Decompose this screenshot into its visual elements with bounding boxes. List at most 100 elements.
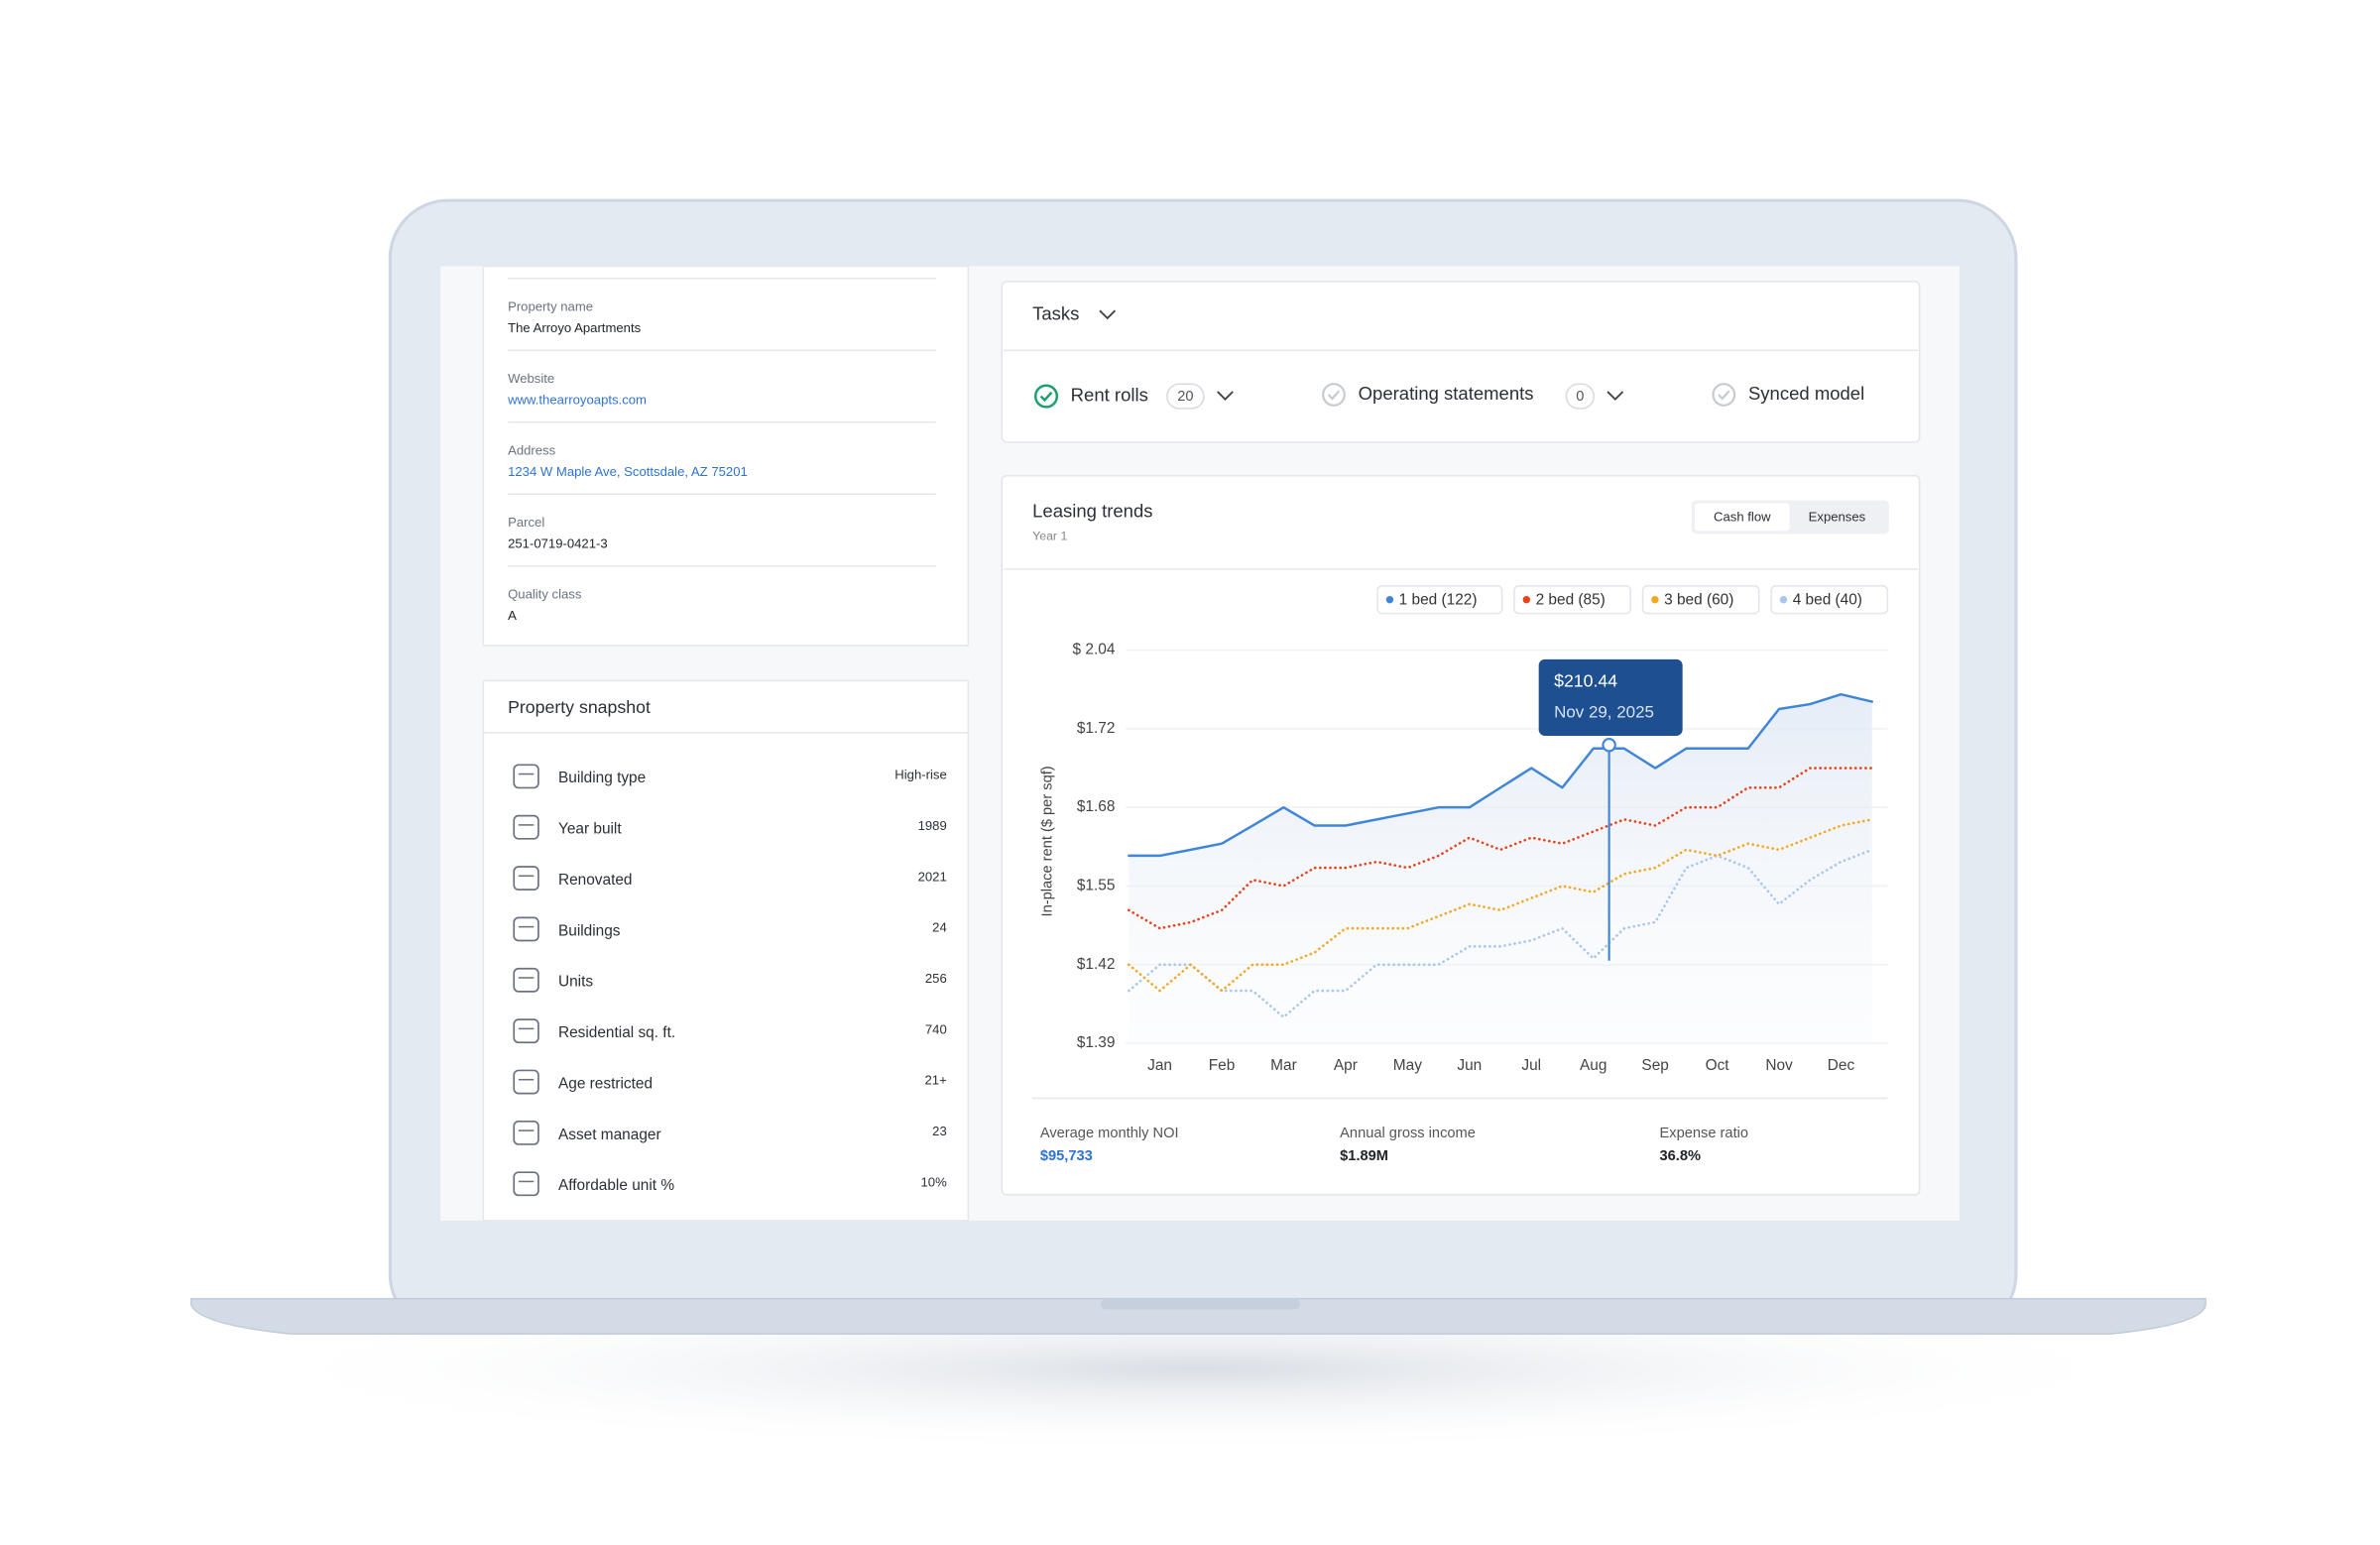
- x-tick-label: Jan: [1147, 1057, 1172, 1074]
- row-label: Residential sq. ft.: [558, 1024, 675, 1041]
- series-line: [1127, 818, 1874, 993]
- task-label[interactable]: Rent rolls: [1071, 384, 1148, 405]
- check-done: [1033, 384, 1059, 409]
- badge: [1166, 383, 1205, 410]
- legend-label[interactable]: 2 bed (85): [1536, 592, 1606, 609]
- series-line: [1128, 692, 1873, 858]
- task-count: 20: [1177, 389, 1193, 405]
- row-value: 21+: [925, 1073, 948, 1088]
- chevron[interactable]: [1217, 391, 1234, 401]
- laptop-base: [190, 1297, 2206, 1335]
- row-label: Asset manager: [558, 1127, 661, 1143]
- check-mark: [1718, 390, 1730, 401]
- legend-chip[interactable]: [1641, 585, 1760, 615]
- tab-selected[interactable]: [1694, 503, 1790, 532]
- y-tick-label: $1.72: [1077, 720, 1116, 737]
- row-label: Buildings: [558, 922, 621, 939]
- row-icon: [513, 1120, 539, 1145]
- check-pending: [1322, 383, 1346, 407]
- check-mark: [1327, 390, 1341, 401]
- field-label: Website: [508, 371, 554, 386]
- x-tick-label: Sep: [1641, 1057, 1668, 1074]
- legend-chip[interactable]: [1770, 585, 1889, 615]
- field-value[interactable]: www.thearroyoapts.com: [507, 393, 647, 408]
- row-icon: [513, 1069, 539, 1095]
- row-value: 2021: [918, 869, 947, 884]
- legend-chip[interactable]: [1376, 585, 1503, 615]
- field-label: Property name: [508, 299, 593, 314]
- task-count: 0: [1576, 389, 1584, 405]
- row-label: Affordable unit %: [558, 1177, 674, 1194]
- x-tick-label: Aug: [1580, 1057, 1606, 1074]
- stat-value: 36.8%: [1660, 1148, 1702, 1164]
- y-tick-label: $1.42: [1077, 956, 1116, 973]
- row-label: Age restricted: [558, 1075, 653, 1092]
- card-subtitle: Year 1: [1032, 530, 1067, 543]
- row-icon: [513, 1018, 539, 1044]
- laptop-notch: [1101, 1298, 1301, 1310]
- x-tick-label: May: [1393, 1057, 1422, 1074]
- stat-label: Average monthly NOI: [1040, 1126, 1179, 1141]
- row-label: Year built: [558, 821, 622, 838]
- x-tick-label: Dec: [1828, 1057, 1855, 1074]
- snapshot-card: [482, 679, 970, 1222]
- x-tick-label: Mar: [1270, 1057, 1297, 1074]
- legend-label[interactable]: 4 bed (40): [1793, 592, 1862, 609]
- legend-label[interactable]: 3 bed (60): [1664, 592, 1733, 609]
- row-value: 256: [925, 971, 947, 986]
- stat-value: $1.89M: [1340, 1148, 1388, 1164]
- row-value: 23: [932, 1124, 947, 1138]
- legend-dot: [1385, 596, 1394, 604]
- row-icon: [513, 814, 539, 840]
- details-card: [482, 265, 970, 647]
- x-tick-label: Nov: [1765, 1057, 1793, 1074]
- series-line: [1127, 767, 1874, 930]
- x-tick-label: Oct: [1706, 1057, 1730, 1074]
- field-label: Parcel: [508, 515, 544, 530]
- legend-label[interactable]: 1 bed (122): [1399, 592, 1478, 609]
- tasks-title[interactable]: Tasks: [1032, 303, 1079, 324]
- card-title: Leasing trends: [1032, 501, 1152, 522]
- field-label: Address: [508, 443, 556, 458]
- tab[interactable]: Cash flow: [1714, 510, 1771, 525]
- area: [1129, 694, 1872, 1044]
- field-value[interactable]: 1234 W Maple Ave, Scottsdale, AZ 75201: [508, 464, 748, 479]
- row-value: 740: [925, 1021, 947, 1036]
- y-tick-label: $ 2.04: [1073, 642, 1116, 658]
- legend-dot: [1779, 596, 1788, 604]
- legend-chip[interactable]: [1513, 585, 1631, 615]
- task-label[interactable]: Synced model: [1748, 383, 1864, 404]
- tooltip-title: $210.44: [1554, 671, 1617, 691]
- y-tick-label: $1.39: [1077, 1034, 1116, 1051]
- left-panel: Property snapshot: [482, 265, 970, 1222]
- task-label[interactable]: Operating statements: [1359, 383, 1534, 404]
- card: [1001, 281, 1921, 443]
- stat-label: Expense ratio: [1660, 1126, 1749, 1141]
- hover-point: [1602, 737, 1616, 753]
- tasks-card: Tasks Rent rolls 20 Operating statements…: [1001, 281, 1921, 443]
- tooltip: [1538, 658, 1683, 736]
- y-axis-label: In-place rent ($ per sqf): [1039, 766, 1055, 916]
- x-tick-label: Jun: [1457, 1057, 1482, 1074]
- tab[interactable]: Expenses: [1809, 510, 1866, 525]
- field-value: 251-0719-0421-3: [508, 536, 608, 551]
- row-label: Building type: [558, 770, 646, 786]
- y-tick-label: $1.68: [1077, 798, 1116, 815]
- field-value: A: [508, 608, 517, 623]
- badge: [1565, 383, 1595, 410]
- row-icon: [513, 764, 539, 789]
- chevron[interactable]: [1606, 391, 1624, 401]
- x-tick-label: Apr: [1334, 1057, 1358, 1074]
- snapshot-title: Property snapshot: [508, 697, 651, 717]
- x-tick-label: Feb: [1209, 1057, 1236, 1074]
- legend-dot: [1522, 596, 1531, 604]
- row-value: 24: [932, 920, 947, 935]
- field-label: Quality class: [508, 587, 582, 602]
- row-label: Units: [558, 974, 593, 991]
- check-pending: [1712, 383, 1736, 407]
- check-mark: [1039, 391, 1053, 403]
- series-line: [1127, 848, 1874, 1018]
- field-value: The Arroyo Apartments: [508, 320, 642, 335]
- chevron[interactable]: [1099, 309, 1117, 320]
